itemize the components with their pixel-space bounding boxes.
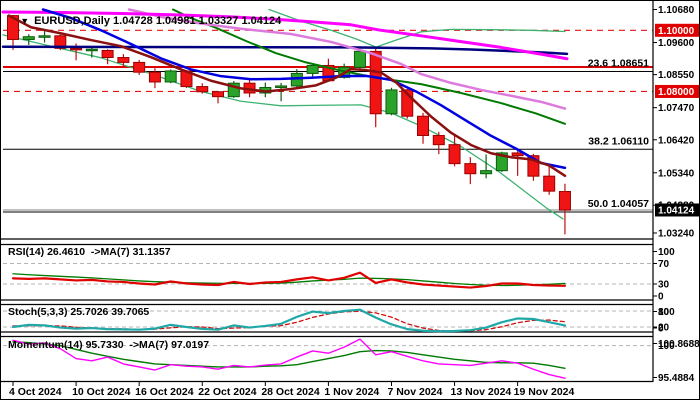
indicator-axis-label: 80 bbox=[658, 307, 670, 318]
badge-price-label: 1.08000 bbox=[658, 87, 695, 98]
rsi-pane-title: RSI(14) 26.4610 ->MA(7) 31.1357 bbox=[8, 246, 171, 258]
ohlc-values-label: 1.04728 1.04981 1.03327 1.04124 bbox=[113, 15, 282, 27]
indicator-axis-label: 0 bbox=[658, 292, 664, 303]
candle-body bbox=[543, 175, 556, 192]
candle-body bbox=[464, 163, 477, 175]
current-price-badge bbox=[655, 203, 699, 217]
band-lower bbox=[2, 34, 564, 220]
date-axis-label: 7 Nov 2024 bbox=[387, 386, 442, 398]
candle-body bbox=[495, 152, 508, 172]
symbol-period-label: EURUSD,Daily bbox=[34, 15, 110, 27]
ma-plum bbox=[127, 8, 567, 110]
candle-body bbox=[70, 47, 83, 51]
candle-body bbox=[558, 191, 571, 211]
price-axis-label: 1.07470 bbox=[658, 103, 695, 114]
indicator-axis-label: 20 bbox=[658, 323, 670, 334]
band-upper bbox=[268, 8, 566, 48]
indicator-axis-label: 95.4884 bbox=[658, 373, 695, 384]
indicator-axis-label: 0 bbox=[658, 324, 664, 335]
date-axis-label: 16 Oct 2024 bbox=[135, 386, 194, 398]
price-axis-label: 1.09600 bbox=[658, 38, 695, 49]
indicator-axis-label: 100.8688 bbox=[658, 339, 700, 350]
candle-body bbox=[7, 15, 19, 40]
price-axis-label: 1.05340 bbox=[658, 168, 695, 179]
candle-body bbox=[133, 61, 146, 73]
momentum-main-line bbox=[12, 338, 566, 379]
ma-green bbox=[172, 8, 566, 125]
date-axis-label: 22 Oct 2024 bbox=[198, 386, 257, 398]
stochastic-main-line bbox=[11, 308, 567, 333]
candle-body bbox=[196, 86, 209, 93]
candle-body bbox=[480, 170, 493, 175]
rsi-signal-line bbox=[12, 273, 566, 287]
candle-body bbox=[22, 36, 35, 40]
candlestick-series bbox=[7, 15, 571, 235]
candle-body bbox=[38, 35, 51, 38]
fib-level-label: 50.0 1.04057 bbox=[588, 198, 649, 210]
chart-title: ▼ EURUSD,Daily 1.04728 1.04981 1.03327 1.… bbox=[8, 3, 281, 39]
ma-navy bbox=[1, 45, 569, 56]
indicator-axis-label: 100 bbox=[658, 341, 675, 352]
momentum-signal-line bbox=[12, 341, 566, 370]
ma-blue bbox=[41, 8, 567, 170]
candle-body bbox=[164, 70, 177, 83]
candle-body bbox=[448, 144, 461, 165]
candle-body bbox=[385, 89, 398, 115]
ma-magenta bbox=[1, 10, 569, 61]
rsi-main-line bbox=[11, 271, 567, 289]
candle-body bbox=[353, 50, 366, 68]
indicator-axis-label: 100 bbox=[658, 247, 675, 258]
indicator-axis-label: 30 bbox=[658, 280, 670, 291]
candle-body bbox=[148, 71, 161, 83]
ma-maroon bbox=[7, 14, 567, 178]
date-axis-label: 19 Nov 2024 bbox=[514, 386, 575, 398]
level-price-badge bbox=[655, 23, 699, 37]
date-axis-label: 4 Oct 2024 bbox=[9, 386, 62, 398]
candle-body bbox=[432, 134, 445, 146]
badge-price-label: 1.04124 bbox=[658, 205, 695, 216]
date-axis-label: 28 Oct 2024 bbox=[261, 386, 320, 398]
date-axis-label: 1 Nov 2024 bbox=[324, 386, 379, 398]
candle-body bbox=[290, 72, 303, 87]
candle-body bbox=[227, 82, 240, 98]
candle-body bbox=[117, 57, 130, 63]
badge-price-label: 1.10000 bbox=[658, 26, 695, 37]
level-price-badge bbox=[655, 84, 699, 98]
price-axis-label: 1.06420 bbox=[658, 135, 695, 146]
candle-body bbox=[511, 152, 524, 157]
indicator-axis-label: 100 bbox=[658, 307, 675, 318]
candle-body bbox=[101, 49, 114, 59]
candle-body bbox=[401, 89, 414, 117]
candle-body bbox=[275, 85, 288, 88]
symbol-marker-icon: ▼ bbox=[20, 16, 30, 26]
candle-body bbox=[369, 50, 382, 115]
indicator-axis-label: 70 bbox=[658, 259, 670, 270]
candle-body bbox=[212, 91, 225, 98]
fib-level-label: 38.2 1.06110 bbox=[588, 135, 649, 147]
candle-body bbox=[54, 35, 67, 49]
price-axis-label: 1.03240 bbox=[658, 229, 695, 240]
date-axis-label: 13 Nov 2024 bbox=[451, 386, 512, 398]
price-axis-label: 1.08550 bbox=[658, 70, 695, 81]
candle-body bbox=[85, 48, 98, 52]
fib-level-label: 23.6 1.08651 bbox=[588, 58, 649, 70]
candle-body bbox=[527, 155, 540, 177]
date-axis-label: 10 Oct 2024 bbox=[72, 386, 131, 398]
stoch-pane-title: Stoch(5,3,3) 25.7026 39.7065 bbox=[8, 306, 150, 318]
price-axis-label: 1.10680 bbox=[658, 5, 695, 16]
candle-body bbox=[306, 64, 319, 74]
candle-body bbox=[417, 115, 430, 136]
momentum-pane-title: Momentum(14) 95.7330 ->MA(7) 97.0197 bbox=[8, 339, 210, 351]
